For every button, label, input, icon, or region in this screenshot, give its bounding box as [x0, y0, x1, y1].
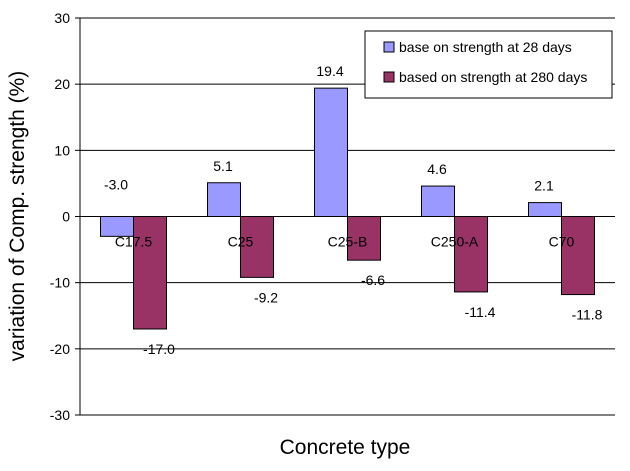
bar-series2 — [561, 216, 595, 296]
legend: base on strength at 28 days based on stre… — [364, 30, 613, 99]
category-labels: C17.5 C25 C25-B C250-A C70 — [115, 234, 575, 250]
data-label: -17.0 — [143, 341, 175, 357]
legend-label: base on strength at 28 days — [399, 39, 572, 55]
bar-series2 — [347, 216, 381, 261]
bar-series1 — [207, 182, 241, 218]
y-tick-label: 20 — [54, 76, 70, 92]
legend-swatch — [383, 71, 395, 83]
y-axis-title: variation of Comp. strength (%) — [6, 71, 29, 362]
bar-series1 — [314, 87, 348, 217]
data-labels: -3.0 -17.0 5.1 -9.2 19.4 -6.6 4.6 -11.4 2.1 -11.8 — [104, 63, 603, 357]
data-label: -11.4 — [465, 304, 496, 320]
legend-label: based on strength at 280 days — [399, 69, 587, 85]
bars — [100, 87, 595, 330]
bar-series2 — [454, 216, 488, 293]
bar-series1 — [421, 185, 455, 218]
axes — [79, 18, 615, 416]
data-label: -11.8 — [572, 307, 603, 323]
category-label: C25 — [228, 234, 254, 250]
data-label: 19.4 — [316, 63, 343, 79]
y-tick-label: 10 — [54, 142, 70, 158]
y-tick-label: -20 — [50, 341, 70, 357]
y-axis-ticks: 30 20 10 0 -10 -20 -30 — [50, 10, 80, 423]
category-label: C250-A — [431, 234, 479, 250]
bar-series2 — [240, 216, 274, 278]
x-axis-title: Concrete type — [280, 436, 411, 459]
data-label: -3.0 — [104, 177, 128, 193]
y-tick-label: 30 — [54, 10, 70, 26]
data-label: 2.1 — [534, 178, 554, 194]
category-label: C17.5 — [115, 234, 153, 250]
y-tick-label: 0 — [62, 209, 70, 225]
category-label: C70 — [549, 234, 575, 250]
bar-series1 — [528, 202, 562, 217]
legend-box — [364, 30, 613, 99]
category-label: C25-B — [328, 234, 368, 250]
data-label: 4.6 — [427, 161, 447, 177]
data-label: 5.1 — [213, 158, 233, 174]
bar-series2 — [133, 216, 167, 330]
data-label: -9.2 — [254, 289, 278, 305]
y-tick-label: -10 — [50, 275, 70, 291]
y-tick-label: -30 — [50, 407, 70, 423]
legend-swatch — [383, 41, 395, 53]
data-label: -6.6 — [361, 272, 385, 288]
